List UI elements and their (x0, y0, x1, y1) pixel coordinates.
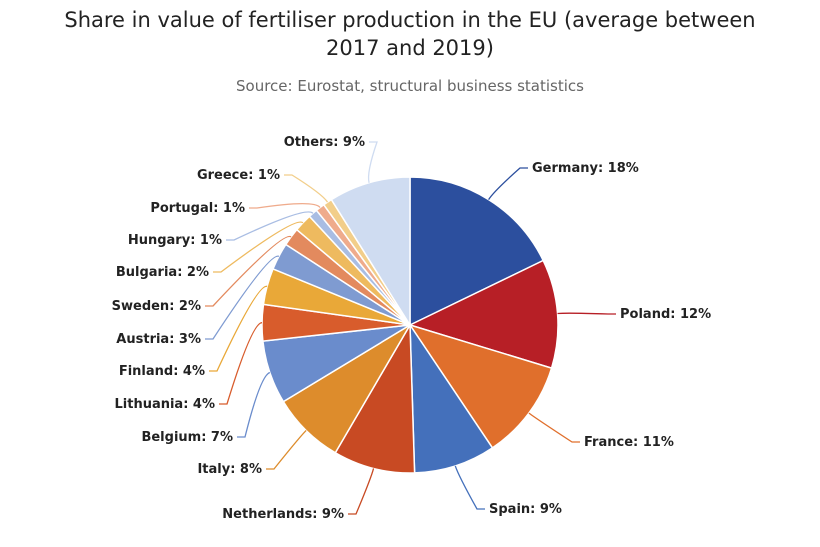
leader-line-belgium (237, 371, 271, 438)
data-label-austria: Austria: 3% (116, 332, 201, 347)
data-label-hungary: Hungary: 1% (128, 233, 222, 248)
leader-line-netherlands (348, 468, 375, 515)
leader-line-italy (266, 430, 307, 470)
data-label-poland: Poland: 12% (620, 307, 711, 322)
data-label-portugal: Portugal: 1% (150, 201, 245, 216)
leader-line-others (367, 141, 378, 183)
data-label-belgium: Belgium: 7% (141, 430, 233, 445)
data-label-bulgaria: Bulgaria: 2% (116, 265, 209, 280)
leader-line-germany (488, 167, 528, 200)
chart-title-line-2: 2017 and 2019) (326, 36, 494, 60)
leader-line-finland (209, 285, 268, 372)
data-label-greece: Greece: 1% (197, 168, 280, 183)
leader-line-greece (284, 174, 329, 203)
data-label-sweden: Sweden: 2% (112, 299, 201, 314)
leader-line-spain (454, 465, 485, 510)
data-label-germany: Germany: 18% (532, 161, 639, 176)
data-label-finland: Finland: 4% (119, 364, 205, 379)
pie-slice-spain (409, 322, 494, 474)
leader-line-bulgaria (213, 221, 304, 273)
data-label-france: France: 11% (584, 435, 674, 450)
pie-slice-poland (407, 259, 559, 370)
leader-line-hungary (226, 211, 314, 241)
leader-line-portugal (249, 203, 321, 209)
leader-line-austria (205, 255, 280, 340)
leader-line-sweden (205, 235, 292, 307)
data-label-others: Others: 9% (284, 135, 365, 150)
pie-slice-others (330, 176, 411, 328)
leader-line-lithuania (219, 322, 263, 405)
pie-slice-france (408, 323, 553, 449)
data-label-italy: Italy: 8% (197, 462, 262, 477)
data-label-netherlands: Netherlands: 9% (222, 507, 344, 522)
chart-title-line-1: Share in value of fertiliser production … (64, 8, 756, 32)
chart-subtitle: Source: Eurostat, structural business st… (236, 77, 584, 95)
leader-line-france (528, 412, 580, 443)
data-label-lithuania: Lithuania: 4% (114, 397, 215, 412)
pie-slice-netherlands (334, 322, 416, 474)
chart-title: Share in value of fertiliser production … (0, 6, 820, 62)
pie-slice-germany (409, 176, 545, 327)
data-label-spain: Spain: 9% (489, 502, 562, 517)
leader-line-poland (557, 312, 616, 315)
